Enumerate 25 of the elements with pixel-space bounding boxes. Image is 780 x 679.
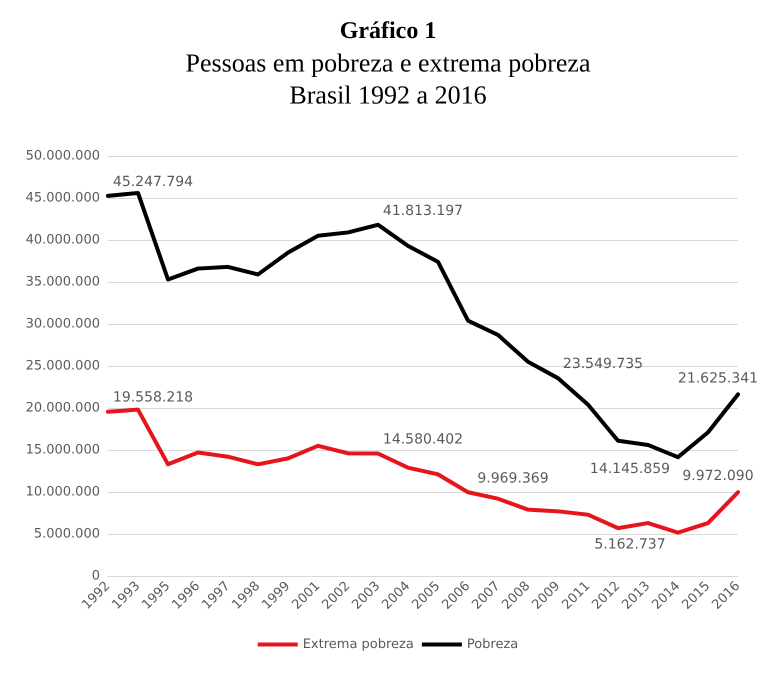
y-tick-label: 50.000.000 <box>26 148 100 164</box>
y-tick-label: 40.000.000 <box>26 232 100 248</box>
data-label: 41.813.197 <box>382 202 464 219</box>
y-tick-label: 0 <box>92 568 100 584</box>
data-label: 23.549.735 <box>562 356 644 372</box>
y-tick-label: 30.000.000 <box>26 316 100 332</box>
chart-title: Gráfico 1 <box>340 18 436 44</box>
data-label: 21.625.341 <box>678 370 758 386</box>
data-label: 14.580.402 <box>382 432 464 448</box>
data-label: 5.162.737 <box>594 536 666 553</box>
y-tick-label: 5.000.000 <box>34 526 100 542</box>
chart-subtitle: Pessoas em pobreza e extrema pobreza Brasil 1992 a 2016 <box>186 48 591 110</box>
y-tick-label: 35.000.000 <box>26 274 100 290</box>
data-label: 9.969.369 <box>477 470 549 486</box>
y-tick-label: 25.000.000 <box>26 358 100 374</box>
y-tick-label: 45.000.000 <box>26 190 100 206</box>
y-tick-label: 10.000.000 <box>26 484 100 500</box>
y-tick-label: 20.000.000 <box>26 400 100 416</box>
data-label: 19.558.218 <box>112 390 194 406</box>
data-label: 45.247.794 <box>112 174 194 190</box>
data-label: 9.972.090 <box>682 468 754 484</box>
y-tick-label: 15.000.000 <box>26 442 100 458</box>
legend-label: Pobreza <box>466 637 518 652</box>
data-label: 14.145.859 <box>590 461 670 478</box>
legend-label: Extrema pobreza <box>302 637 414 652</box>
